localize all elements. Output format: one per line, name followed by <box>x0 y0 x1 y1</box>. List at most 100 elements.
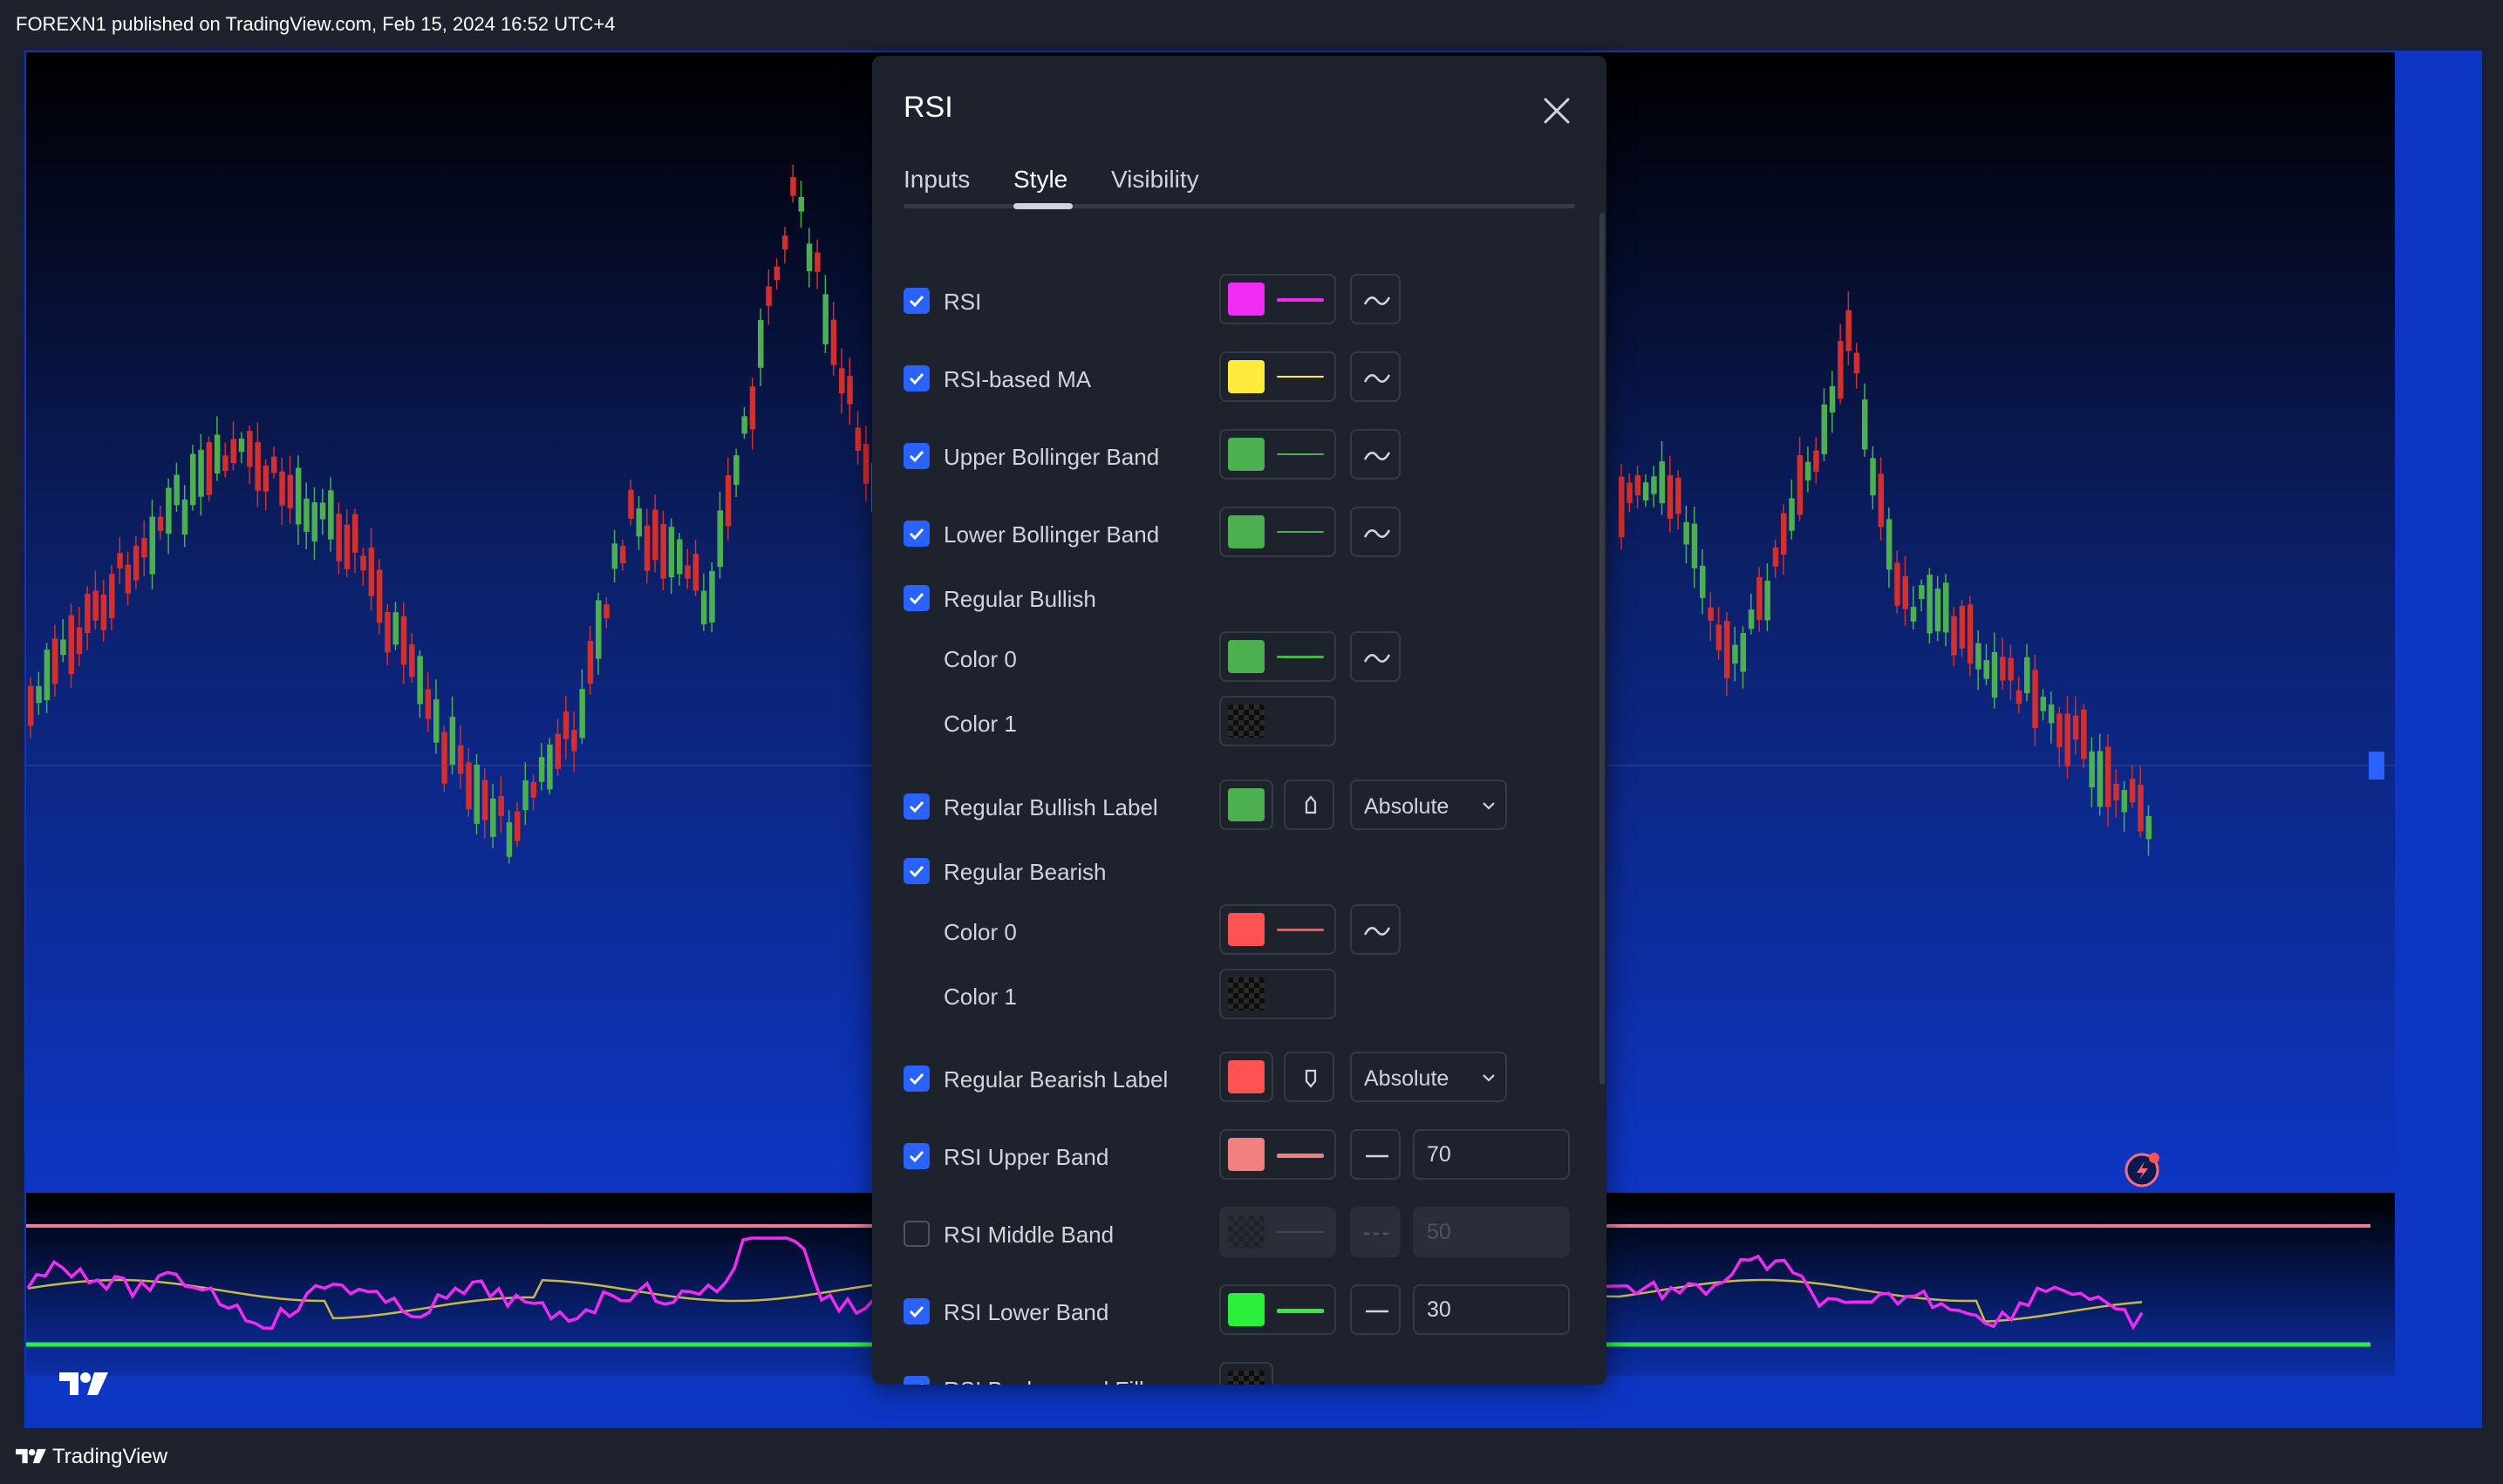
rsi-ma-color-picker[interactable] <box>1219 351 1336 402</box>
bullish-label-color-picker[interactable] <box>1219 779 1273 830</box>
tab-style[interactable]: Style <box>1013 166 1068 193</box>
candle-body <box>1740 633 1746 672</box>
bearish-color-0-plot-type-button[interactable] <box>1350 904 1401 955</box>
rsi-upper-band-value-input[interactable] <box>1413 1129 1570 1180</box>
candle-body <box>2138 785 2144 832</box>
candle-body <box>141 538 147 558</box>
line-style-icon <box>1363 296 1391 305</box>
bearish-color-1-picker[interactable] <box>1219 969 1336 1019</box>
candle-body <box>117 553 123 568</box>
checkmark-icon <box>909 592 924 605</box>
candle-body <box>1723 621 1730 678</box>
candle-body <box>863 443 870 484</box>
close-icon[interactable] <box>1535 89 1579 133</box>
line-preview <box>1277 1154 1324 1158</box>
rsi-upper-band-line-style-button[interactable] <box>1350 1129 1401 1180</box>
rsi-lower-band-value-input[interactable] <box>1413 1284 1570 1335</box>
select-value: Absolute <box>1364 1066 1449 1091</box>
candle-body <box>668 527 675 578</box>
style-row-bearish-color-0: Color 0 <box>872 904 1606 956</box>
candle-body <box>2145 815 2152 840</box>
candle-body <box>490 798 496 837</box>
lower-bollinger-checkbox[interactable] <box>904 521 930 547</box>
bullish-color-0-picker[interactable] <box>1219 631 1336 682</box>
bearish-label-shape-button[interactable] <box>1284 1052 1334 1102</box>
rsi-middle-band-value-input[interactable] <box>1413 1207 1570 1257</box>
bearish-color-0-picker[interactable] <box>1219 904 1336 955</box>
upper-bollinger-checkbox[interactable] <box>904 443 930 469</box>
candle-body <box>44 650 51 701</box>
rsi-ma-plot-type-button[interactable] <box>1350 351 1401 402</box>
candle-body <box>628 489 634 519</box>
rsi-background-fill-color-picker[interactable] <box>1219 1362 1273 1385</box>
upper-bollinger-color-picker[interactable] <box>1219 429 1336 480</box>
candle-body <box>498 796 504 816</box>
line-dashed-icon <box>1364 1232 1388 1236</box>
bullish-label-position-select[interactable]: Absolute <box>1350 779 1507 830</box>
rsi-plot-type-button[interactable] <box>1350 274 1401 324</box>
rsi-upper-band-checkbox[interactable] <box>904 1143 930 1169</box>
rsi-lower-band-line-style-button[interactable] <box>1350 1284 1401 1335</box>
rsi-lower-band-checkbox[interactable] <box>904 1298 930 1324</box>
candle-body <box>263 466 269 492</box>
rsi-ma-checkbox[interactable] <box>904 365 930 391</box>
candle-body <box>466 762 472 810</box>
rsi-middle-band-color-picker[interactable] <box>1219 1207 1336 1257</box>
candle-body <box>92 590 99 621</box>
regular-bullish-label-checkbox[interactable] <box>904 793 930 820</box>
lower-bollinger-plot-type-button[interactable] <box>1350 507 1401 557</box>
candle-body <box>547 744 553 790</box>
candle-body <box>758 319 764 368</box>
rsi-middle-band-line-style-button[interactable] <box>1350 1207 1401 1257</box>
line-preview <box>1277 376 1324 378</box>
line-solid-icon <box>1366 1310 1388 1313</box>
candle-body <box>400 616 407 665</box>
bullish-label-shape-button[interactable] <box>1284 779 1334 830</box>
candle-body <box>409 644 415 677</box>
rsi-lower-band-color-picker[interactable] <box>1219 1284 1336 1335</box>
regular-bearish-checkbox[interactable] <box>904 858 930 884</box>
dialog-scrollbar[interactable] <box>1599 213 1605 1085</box>
candle-body <box>319 502 326 520</box>
candle-body <box>685 565 691 579</box>
bullish-color-0-plot-type-button[interactable] <box>1350 631 1401 682</box>
publish-info: FOREXN1 published on TradingView.com, Fe… <box>16 13 616 35</box>
candle-body <box>1934 589 1941 632</box>
candle-body <box>530 781 537 798</box>
candle-body <box>133 545 140 581</box>
lower-bollinger-color-picker[interactable] <box>1219 507 1336 557</box>
candle-body <box>2064 713 2070 766</box>
candle-body <box>149 516 155 575</box>
regular-bullish-checkbox[interactable] <box>904 585 930 611</box>
bearish-label-color-picker[interactable] <box>1219 1052 1273 1102</box>
regular-bearish-label-checkbox[interactable] <box>904 1065 930 1092</box>
rsi-upper-band-color-picker[interactable] <box>1219 1129 1336 1180</box>
rsi-checkbox[interactable] <box>904 288 930 314</box>
candle-body <box>515 811 521 841</box>
rsi-middle-band-checkbox[interactable] <box>904 1221 930 1247</box>
color-swatch <box>1228 1060 1265 1093</box>
candle-body <box>555 733 561 769</box>
candle-body <box>303 499 310 532</box>
rsi-color-picker[interactable] <box>1219 274 1336 324</box>
bearish-label-position-select[interactable]: Absolute <box>1350 1052 1507 1102</box>
row-label: Upper Bollinger Band <box>944 444 1160 470</box>
rsi-background-fill-checkbox[interactable] <box>904 1376 930 1385</box>
candle-body <box>522 780 529 811</box>
tab-inputs[interactable]: Inputs <box>904 166 971 193</box>
style-row-upper-bollinger: Upper Bollinger Band <box>872 429 1606 481</box>
candle-body <box>741 416 747 434</box>
candle-body <box>774 266 781 280</box>
bullish-color-1-picker[interactable] <box>1219 696 1336 746</box>
candle-body <box>1642 482 1649 500</box>
tab-visibility[interactable]: Visibility <box>1111 166 1199 193</box>
candle-body <box>2105 746 2111 807</box>
style-row-bullish-color-1: Color 1 <box>872 696 1606 748</box>
candle-body <box>109 574 115 619</box>
candle-body <box>1886 519 1893 570</box>
tradingview-watermark-icon <box>59 1372 108 1395</box>
line-solid-icon <box>1366 1154 1388 1158</box>
candle-body <box>1845 310 1852 351</box>
upper-bollinger-plot-type-button[interactable] <box>1350 429 1401 480</box>
close-button[interactable] <box>1535 89 1579 133</box>
